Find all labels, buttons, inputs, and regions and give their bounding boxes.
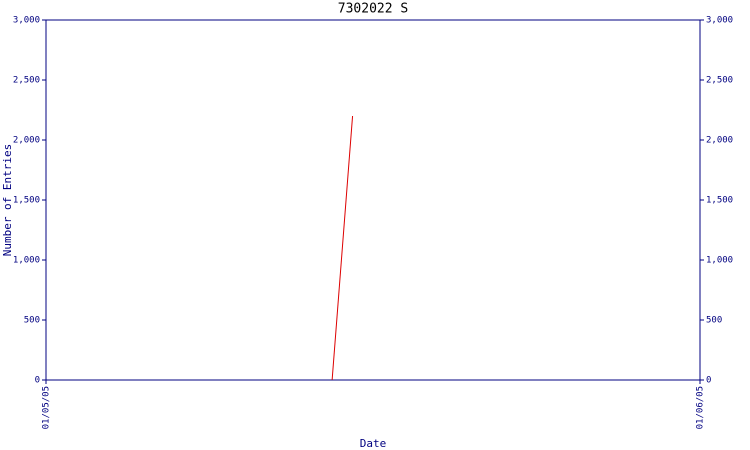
y2-tick-label: 2,000 [706, 136, 733, 146]
line [331, 115, 354, 381]
y2-tick-label: 3,000 [706, 16, 733, 26]
y2-tick-label: 1,500 [706, 196, 733, 206]
y-tick-label: 1,500 [13, 196, 40, 206]
y2-tick-label: 1,000 [706, 256, 733, 266]
y2-tick-label: 500 [706, 316, 722, 326]
y2-tick-label: 0 [706, 376, 711, 386]
y-tick-label: 2,000 [13, 136, 40, 146]
y-tick-label: 2,500 [13, 76, 40, 86]
y-axis-label: Number of Entries [1, 144, 14, 257]
y2-tick-label: 2,500 [706, 76, 733, 86]
plot-frame [45, 19, 701, 381]
x-axis-label: Date [360, 437, 387, 450]
y-tick-label: 0 [35, 376, 40, 386]
y-tick-label: 500 [24, 316, 40, 326]
chart-title: 7302022 S [338, 2, 408, 17]
x-tick-label: 01/06/05 [696, 386, 706, 429]
x-tick-label: 01/05/05 [42, 386, 52, 429]
y-tick-label: 3,000 [13, 16, 40, 26]
y-tick-label: 1,000 [13, 256, 40, 266]
